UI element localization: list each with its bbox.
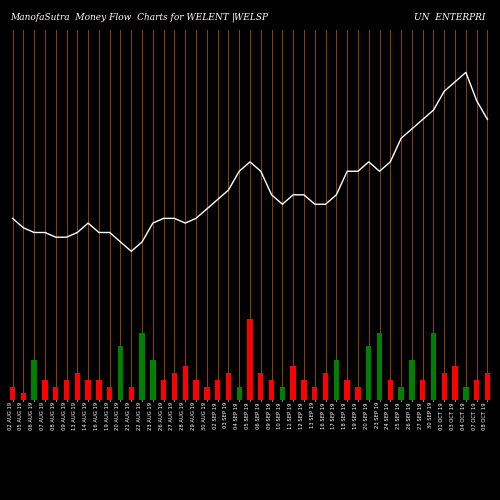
Bar (452, 366, 458, 400)
Bar (86, 380, 91, 400)
Bar (420, 380, 426, 400)
Bar (204, 386, 210, 400)
Bar (463, 386, 468, 400)
Bar (53, 386, 59, 400)
Text: ManofaSutra  Money Flow  Charts for WELENT: ManofaSutra Money Flow Charts for WELENT (10, 12, 229, 22)
Bar (442, 373, 447, 400)
Bar (398, 386, 404, 400)
Bar (334, 360, 339, 400)
Bar (290, 366, 296, 400)
Bar (96, 380, 102, 400)
Bar (269, 380, 274, 400)
Bar (388, 380, 393, 400)
Bar (32, 360, 37, 400)
Bar (118, 346, 123, 400)
Bar (20, 394, 26, 400)
Text: |WELSP: |WELSP (232, 12, 268, 22)
Bar (128, 386, 134, 400)
Bar (161, 380, 166, 400)
Bar (248, 319, 252, 400)
Bar (312, 386, 318, 400)
Bar (484, 373, 490, 400)
Bar (280, 386, 285, 400)
Bar (226, 373, 231, 400)
Bar (377, 332, 382, 400)
Text: UN  ENTERPRI: UN ENTERPRI (414, 12, 485, 22)
Bar (431, 332, 436, 400)
Bar (344, 380, 350, 400)
Bar (409, 360, 414, 400)
Bar (10, 386, 16, 400)
Bar (107, 386, 112, 400)
Bar (74, 373, 80, 400)
Bar (150, 360, 156, 400)
Bar (172, 373, 177, 400)
Bar (258, 373, 264, 400)
Bar (182, 366, 188, 400)
Bar (215, 380, 220, 400)
Bar (323, 373, 328, 400)
Bar (236, 386, 242, 400)
Bar (42, 380, 48, 400)
Bar (302, 380, 306, 400)
Bar (355, 386, 360, 400)
Bar (194, 380, 198, 400)
Bar (140, 332, 145, 400)
Bar (366, 346, 372, 400)
Bar (474, 380, 480, 400)
Bar (64, 380, 69, 400)
